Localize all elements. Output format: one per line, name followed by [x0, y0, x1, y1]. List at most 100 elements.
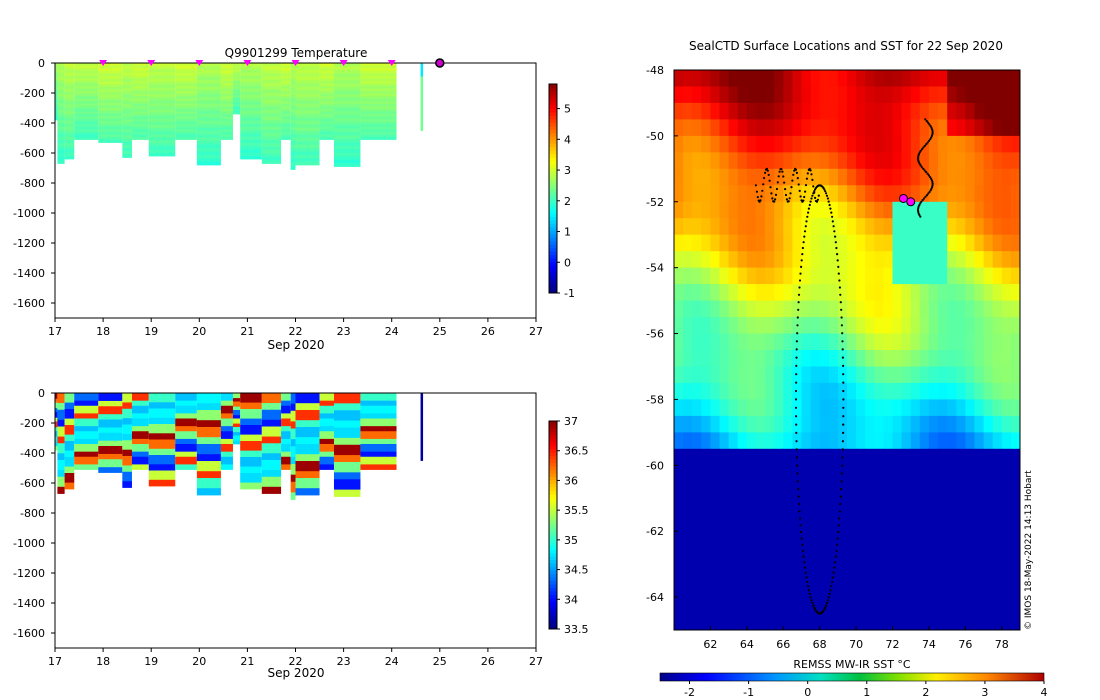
temperature-profile-cell	[196, 151, 221, 156]
temperature-profile-cell	[122, 138, 132, 143]
temperature-x-tick-label: 19	[144, 325, 158, 338]
temperature-profile-cell	[220, 75, 233, 79]
temperature-profile-cell	[175, 96, 197, 100]
temperature-profile-cell	[319, 63, 334, 66]
temperature-x-tick-label: 27	[529, 325, 543, 338]
temperature-profile-cell	[64, 152, 75, 157]
temperature-colorbar-segment	[549, 122, 557, 127]
temperature-profile-cell	[131, 80, 149, 84]
temperature-profile-cell	[360, 83, 397, 87]
temperature-profile-cell	[261, 153, 282, 158]
temperature-profile-cell	[220, 93, 233, 97]
temperature-profile-cell	[420, 96, 424, 100]
temperature-profile-cell	[196, 110, 221, 115]
temperature-profile-cell	[261, 150, 282, 154]
temperature-profile-cell	[333, 80, 361, 85]
temperature-profile-cell	[295, 73, 320, 77]
temperature-profile-cell	[420, 99, 424, 102]
temperature-profile-cell	[196, 144, 221, 149]
temperature-profile-cell	[261, 140, 282, 144]
temperature-profile-cell	[420, 83, 424, 86]
temperature-profile-cell	[360, 75, 397, 79]
temperature-profile-cell	[131, 75, 149, 79]
temperature-colorbar-segment	[549, 272, 557, 277]
temperature-profile-cell	[175, 93, 197, 97]
temperature-colorbar-segment	[549, 223, 557, 228]
temperature-profile-cell	[319, 131, 334, 135]
temperature-profile-cell	[232, 90, 241, 93]
temperature-profile-cell	[74, 126, 99, 130]
temperature-profile-cell	[74, 68, 99, 72]
temperature-profile-cell	[261, 83, 282, 87]
temperature-colorbar-segment	[549, 261, 557, 266]
temperature-profile-cell	[64, 91, 75, 96]
temperature-profile-cell	[175, 134, 197, 138]
temperature-profile-cell	[148, 103, 176, 107]
temperature-colorbar-segment	[549, 230, 557, 235]
temperature-profile-cell	[98, 70, 123, 74]
temperature-profile-cell	[74, 63, 99, 66]
temperature-x-axis-label: Sep 2020	[268, 338, 325, 352]
temperature-profile-cell	[360, 101, 397, 105]
temperature-profile-cell	[131, 106, 149, 110]
temperature-profile-cell	[281, 85, 291, 89]
temperature-profile-cell	[57, 133, 65, 138]
temperature-profile-cell	[281, 88, 291, 92]
temperature-profile-cell	[333, 145, 361, 150]
temperature-profile-cell	[333, 111, 361, 116]
temperature-profile-cell	[148, 137, 176, 141]
temperature-profile-cell	[295, 117, 320, 122]
temperature-profile-cell	[175, 101, 197, 105]
temperature-profile-cell	[240, 72, 262, 77]
temperature-profile-cell	[196, 120, 221, 125]
temperature-profile-cell	[232, 110, 241, 113]
temperature-profile-cell	[290, 126, 296, 131]
temperature-profile-cell	[57, 106, 65, 111]
temperature-profile-cell	[232, 98, 241, 101]
temperature-profile-cell	[290, 84, 296, 89]
temperature-profile-cell	[64, 82, 75, 86]
temperature-profile-cell	[290, 151, 296, 156]
temperature-profile-cell	[261, 99, 282, 104]
temperature-profile-cell	[232, 64, 241, 67]
temperature-profile-cell	[55, 72, 58, 75]
temperature-profile-cell	[74, 98, 99, 102]
temperature-profile-cell	[333, 87, 361, 91]
temperature-profile-cell	[281, 70, 291, 74]
temperature-profile-cell	[148, 121, 176, 126]
temperature-profile-cell	[420, 63, 424, 66]
temperature-profile-cell	[57, 123, 65, 128]
temperature-profile-cell	[196, 107, 221, 111]
temperature-profile-cell	[64, 130, 75, 134]
temperature-profile-cell	[290, 87, 296, 92]
temperature-profile-cell	[290, 144, 296, 149]
temperature-profile-cell	[196, 73, 221, 77]
temperature-profile-marker	[339, 60, 348, 66]
temperature-profile-cell	[261, 79, 282, 84]
temperature-profile-cell	[290, 123, 296, 128]
temperature-profile-cell	[290, 66, 296, 71]
temperature-profile-cell	[196, 80, 221, 84]
temperature-profile-cell	[319, 126, 334, 130]
temperature-profile-cell	[319, 108, 334, 112]
temperature-profile-cell	[295, 63, 320, 67]
temperature-profile-cell	[64, 95, 75, 99]
temperature-profile-cell	[420, 117, 424, 120]
temperature-profile-cell	[148, 152, 176, 157]
temperature-profile-cell	[360, 91, 397, 94]
temperature-profile-cell	[175, 121, 197, 125]
temperature-profile-cell	[240, 98, 262, 102]
temperature-profile-cell	[57, 113, 65, 117]
temperature-profile-cell	[64, 104, 75, 109]
temperature-profile-cell	[131, 85, 149, 89]
temperature-profile-cell	[74, 70, 99, 74]
temperature-profile-cell	[74, 73, 99, 77]
temperature-profile-cell	[148, 140, 176, 144]
temperature-colorbar-segment	[549, 108, 557, 113]
temperature-profile-cell	[175, 63, 197, 66]
temperature-profile-cell	[360, 134, 397, 138]
temperature-colorbar-segment	[549, 139, 557, 144]
temperature-profile-cell	[240, 149, 262, 153]
temperature-profile-cell	[232, 73, 241, 76]
temperature-profile-cell	[360, 116, 397, 120]
